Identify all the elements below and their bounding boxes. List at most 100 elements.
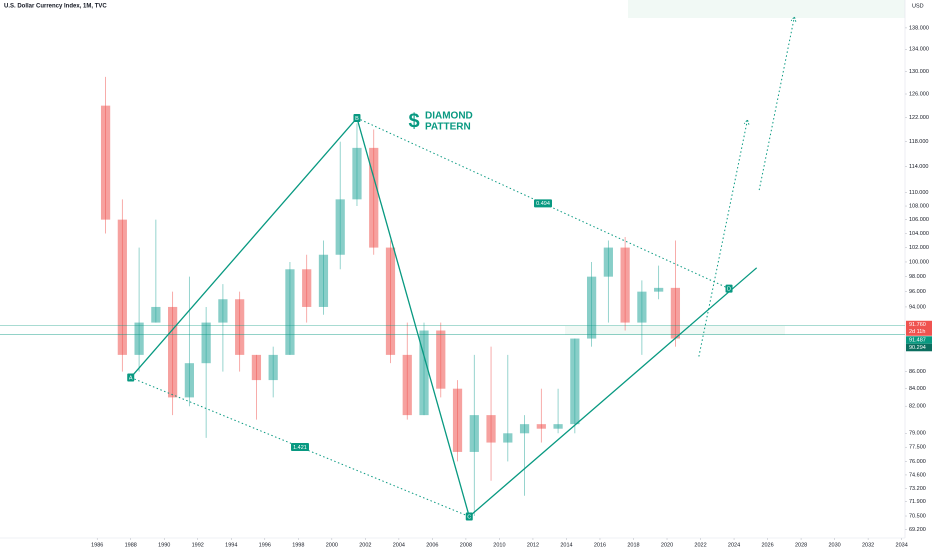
candle-body xyxy=(151,306,161,323)
candle-body xyxy=(251,354,262,381)
candle-body xyxy=(586,276,597,339)
candle-body xyxy=(218,299,228,323)
x-tick-label: 2028 xyxy=(795,542,807,548)
x-tick-label: 2018 xyxy=(627,542,639,548)
pattern-line xyxy=(130,377,470,518)
candle-body xyxy=(436,330,446,389)
point-label-bg xyxy=(353,114,361,123)
pattern-line xyxy=(356,117,470,517)
y-tick-label: 104.000 xyxy=(909,231,929,237)
price-label: 90.294 xyxy=(909,345,926,351)
candle-body xyxy=(654,287,664,292)
point-label: D xyxy=(727,286,731,292)
y-tick-label: 76.000 xyxy=(909,459,926,465)
candle-body xyxy=(184,363,194,398)
point-label-bg xyxy=(725,284,733,293)
candle-body xyxy=(100,105,111,220)
candle-body xyxy=(117,219,127,355)
currency-label: USD xyxy=(912,3,924,9)
candle-body xyxy=(452,388,463,452)
candle-body xyxy=(469,415,479,452)
y-tick-label: 100.000 xyxy=(909,259,929,265)
ratio-label: 0.494 xyxy=(536,201,550,207)
x-tick-label: 2002 xyxy=(359,542,371,548)
x-tick-label: 2026 xyxy=(761,542,773,548)
candle-body xyxy=(519,424,530,434)
y-tick-label: 130.000 xyxy=(909,69,929,75)
candle-body xyxy=(235,299,245,355)
price-label: 91.760 xyxy=(909,322,926,328)
candle-body xyxy=(168,306,178,398)
y-tick-label: 74.600 xyxy=(909,472,926,478)
price-label-bg xyxy=(906,320,932,336)
pattern-line xyxy=(130,117,358,378)
candle-body xyxy=(536,424,546,429)
y-tick-label: 96.000 xyxy=(909,289,926,295)
point-label: A xyxy=(129,375,133,381)
y-tick-label: 134.000 xyxy=(909,47,929,53)
x-tick-label: 1988 xyxy=(125,542,137,548)
candle-body xyxy=(620,247,630,323)
x-tick-label: 2014 xyxy=(560,542,572,548)
candle-body xyxy=(285,269,295,355)
y-tick-label: 114.000 xyxy=(909,164,928,170)
y-tick-label: 106.000 xyxy=(909,217,929,223)
projection-line xyxy=(758,16,795,191)
candle-body xyxy=(318,254,329,307)
point-label-bg xyxy=(127,373,135,382)
y-tick-label: 70.500 xyxy=(909,513,926,519)
x-tick-label: 2020 xyxy=(661,542,673,548)
x-tick-label: 2008 xyxy=(460,542,472,548)
y-tick-label: 138.000 xyxy=(909,25,929,31)
candle-body xyxy=(402,354,412,416)
chart-title: U.S. Dollar Currency Index, 1M, TVC xyxy=(4,4,107,10)
y-tick-label: 79.000 xyxy=(909,431,926,437)
candle-body xyxy=(419,330,429,416)
y-tick-label: 77.500 xyxy=(909,445,926,451)
y-tick-label: 122.000 xyxy=(909,115,929,121)
point-label: B xyxy=(355,116,359,122)
y-tick-label: 86.000 xyxy=(909,369,926,375)
x-tick-label: 2034 xyxy=(896,542,908,548)
x-tick-label: 2004 xyxy=(393,542,405,548)
candle-body xyxy=(302,269,312,307)
x-tick-label: 1996 xyxy=(259,542,271,548)
candle-body xyxy=(352,147,362,200)
y-tick-label: 126.000 xyxy=(909,91,929,97)
price-label-bg xyxy=(906,343,932,352)
y-tick-label: 102.000 xyxy=(909,245,929,251)
candle-body xyxy=(603,247,613,277)
x-tick-label: 2024 xyxy=(728,542,740,548)
candle-body xyxy=(201,322,211,364)
ratio-label-bg xyxy=(534,199,552,208)
y-tick-label: 98.000 xyxy=(909,274,926,280)
x-tick-label: 1998 xyxy=(292,542,304,548)
candle-body xyxy=(268,354,278,381)
x-tick-label: 1990 xyxy=(158,542,170,548)
candle-body xyxy=(134,322,144,355)
y-tick-label: 69.200 xyxy=(909,527,926,533)
annotation-text: DIAMOND xyxy=(425,111,473,122)
candle-body xyxy=(486,415,496,443)
candle-body xyxy=(335,199,345,255)
x-tick-label: 1992 xyxy=(192,542,204,548)
x-tick-label: 2016 xyxy=(594,542,606,548)
x-tick-label: 2006 xyxy=(426,542,438,548)
candle-body xyxy=(369,147,379,248)
y-tick-label: 110.000 xyxy=(909,190,928,196)
price-label: 91.487 xyxy=(909,337,926,343)
ratio-label: 1.421 xyxy=(293,445,307,451)
price-label-bg xyxy=(906,336,932,344)
point-label: C xyxy=(467,514,471,520)
y-tick-label: 84.000 xyxy=(909,386,926,392)
x-tick-label: 2012 xyxy=(527,542,539,548)
candle-body xyxy=(670,287,681,339)
y-tick-label: 73.200 xyxy=(909,486,926,492)
candle-body xyxy=(553,424,563,429)
x-tick-label: 1994 xyxy=(225,542,237,548)
x-tick-label: 2032 xyxy=(862,542,874,548)
y-tick-label: 71.900 xyxy=(909,499,926,505)
candle-body xyxy=(503,433,513,443)
ratio-label-bg xyxy=(290,443,309,452)
